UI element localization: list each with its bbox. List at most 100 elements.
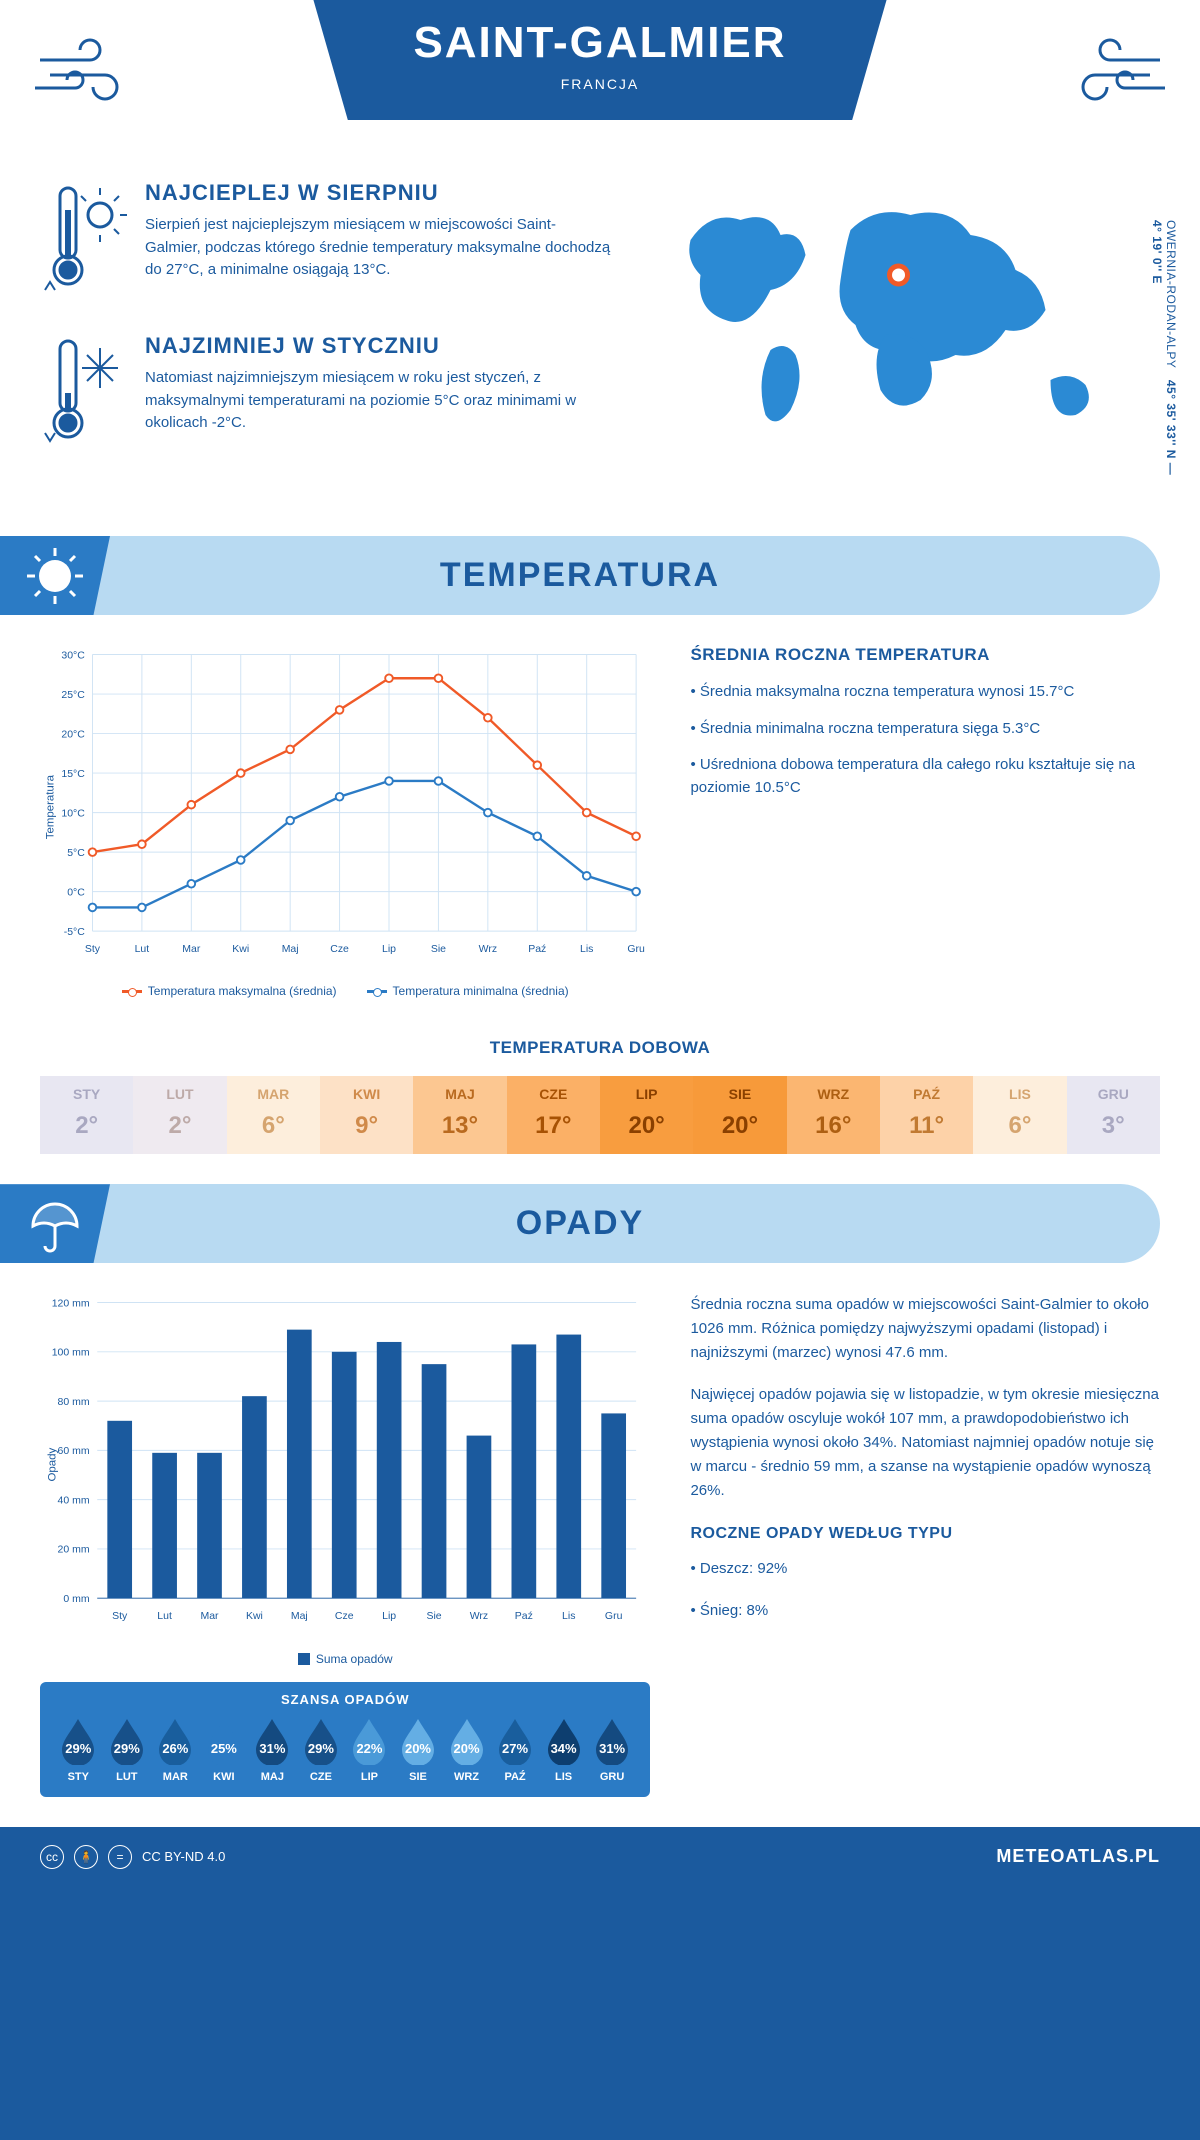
country-subtitle: FRANCJA <box>413 76 786 92</box>
svg-text:20 mm: 20 mm <box>58 1545 90 1556</box>
temp-cell: WRZ16° <box>787 1076 880 1154</box>
svg-text:Lis: Lis <box>562 1611 575 1622</box>
thermometer-hot-icon <box>40 180 130 305</box>
svg-text:20°C: 20°C <box>61 729 85 740</box>
temperature-header: TEMPERATURA <box>0 536 1160 615</box>
temperature-section-title: TEMPERATURA <box>0 556 1160 595</box>
svg-text:Cze: Cze <box>335 1611 354 1622</box>
warmest-block: NAJCIEPLEJ W SIERPNIU Sierpień jest najc… <box>40 180 611 305</box>
svg-text:Lip: Lip <box>382 1611 396 1622</box>
precip-type-heading: ROCZNE OPADY WEDŁUG TYPU <box>690 1521 1160 1547</box>
svg-text:Sty: Sty <box>85 944 101 955</box>
coldest-body: Natomiast najzimniejszym miesiącem w rok… <box>145 367 611 435</box>
temp-cell: STY2° <box>40 1076 133 1154</box>
svg-text:Sie: Sie <box>426 1611 441 1622</box>
svg-text:25°C: 25°C <box>61 690 85 701</box>
svg-text:30°C: 30°C <box>61 650 85 661</box>
chance-drop: 26% MAR <box>151 1717 200 1783</box>
svg-text:60 mm: 60 mm <box>58 1446 90 1457</box>
chance-drop: 34% LIS <box>539 1717 588 1783</box>
temp-cell: MAR6° <box>227 1076 320 1154</box>
temp-cell: KWI9° <box>320 1076 413 1154</box>
svg-text:Kwi: Kwi <box>232 944 249 955</box>
svg-text:Sty: Sty <box>112 1611 128 1622</box>
svg-text:Paź: Paź <box>515 1611 533 1622</box>
chance-drop: 31% MAJ <box>248 1717 297 1783</box>
precip-para: Średnia roczna suma opadów w miejscowośc… <box>690 1293 1160 1365</box>
precip-summary: Średnia roczna suma opadów w miejscowośc… <box>690 1293 1160 1796</box>
umbrella-icon <box>0 1184 110 1263</box>
precip-para: Najwięcej opadów pojawia się w listopadz… <box>690 1383 1160 1503</box>
warmest-title: NAJCIEPLEJ W SIERPNIU <box>145 180 611 206</box>
svg-text:Kwi: Kwi <box>246 1611 263 1622</box>
svg-text:Sie: Sie <box>431 944 446 955</box>
precip-type-rain: • Deszcz: 92% <box>690 1557 1160 1581</box>
temp-cell: LIP20° <box>600 1076 693 1154</box>
cc-icon: cc <box>40 1845 64 1869</box>
temp-cell: PAŹ11° <box>880 1076 973 1154</box>
chance-drop: 20% SIE <box>394 1717 443 1783</box>
svg-text:-5°C: -5°C <box>64 927 86 938</box>
precipitation-header: OPADY <box>0 1184 1160 1263</box>
license-block: cc 🧍 = CC BY-ND 4.0 <box>40 1845 225 1869</box>
title-banner: SAINT-GALMIER FRANCJA <box>313 0 886 120</box>
svg-text:Cze: Cze <box>330 944 349 955</box>
coldest-block: NAJZIMNIEJ W STYCZNIU Natomiast najzimni… <box>40 333 611 458</box>
temp-cell: LUT2° <box>133 1076 226 1154</box>
daily-temperature-strip: TEMPERATURA DOBOWA STY2°LUT2°MAR6°KWI9°M… <box>40 1038 1160 1154</box>
world-map-block: OWERNIA-RODAN-ALPY 45° 35' 33'' N — 4° 1… <box>641 180 1160 486</box>
chance-drop: 29% LUT <box>103 1717 152 1783</box>
temp-cell: CZE17° <box>507 1076 600 1154</box>
site-name: METEOATLAS.PL <box>996 1846 1160 1867</box>
svg-text:Lis: Lis <box>580 944 593 955</box>
svg-text:Lut: Lut <box>135 944 150 955</box>
temperature-line-chart: -5°C 0°C 5°C 10°C 15°C 20°C 25°C 30°C Sty Lut Mar K… <box>40 645 650 998</box>
temp-bullet: • Uśredniona dobowa temperatura dla całe… <box>690 754 1160 799</box>
svg-text:Gru: Gru <box>605 1611 623 1622</box>
intro-section: NAJCIEPLEJ W SIERPNIU Sierpień jest najc… <box>0 160 1200 516</box>
svg-text:10°C: 10°C <box>61 808 85 819</box>
temp-bullet: • Średnia maksymalna roczna temperatura … <box>690 681 1160 704</box>
wind-icon <box>30 30 140 115</box>
svg-text:Mar: Mar <box>200 1611 219 1622</box>
svg-text:100 mm: 100 mm <box>52 1348 90 1359</box>
sun-icon <box>0 536 110 615</box>
precip-chance-box: SZANSA OPADÓW 29% STY 29% LUT 26% MAR 25… <box>40 1682 650 1797</box>
chance-drop: 22% LIP <box>345 1717 394 1783</box>
svg-text:Temperatura: Temperatura <box>44 774 56 839</box>
temp-cell: MAJ13° <box>413 1076 506 1154</box>
coordinates: OWERNIA-RODAN-ALPY 45° 35' 33'' N — 4° 1… <box>1150 220 1178 486</box>
footer: cc 🧍 = CC BY-ND 4.0 METEOATLAS.PL <box>0 1827 1200 1887</box>
svg-text:0°C: 0°C <box>67 887 85 898</box>
precip-legend: Suma opadów <box>40 1652 650 1666</box>
coldest-title: NAJZIMNIEJ W STYCZNIU <box>145 333 611 359</box>
world-map-icon <box>641 180 1160 460</box>
temp-bullet: • Średnia minimalna roczna temperatura s… <box>690 718 1160 741</box>
svg-text:Gru: Gru <box>627 944 645 955</box>
header: SAINT-GALMIER FRANCJA <box>0 0 1200 160</box>
temp-summary-heading: ŚREDNIA ROCZNA TEMPERATURA <box>690 645 1160 665</box>
svg-text:Opady: Opady <box>46 1448 58 1482</box>
chance-drop: 25% KWI <box>200 1717 249 1783</box>
temp-cell: GRU3° <box>1067 1076 1160 1154</box>
thermometer-cold-icon <box>40 333 130 458</box>
warmest-body: Sierpień jest najcieplejszym miesiącem w… <box>145 214 611 282</box>
temp-cell: SIE20° <box>693 1076 786 1154</box>
precip-section-title: OPADY <box>0 1204 1160 1243</box>
city-title: SAINT-GALMIER <box>413 18 786 68</box>
svg-text:Mar: Mar <box>182 944 201 955</box>
svg-text:5°C: 5°C <box>67 848 85 859</box>
svg-text:Wrz: Wrz <box>479 944 497 955</box>
svg-text:Maj: Maj <box>291 1611 308 1622</box>
svg-text:Paź: Paź <box>528 944 546 955</box>
precip-type-snow: • Śnieg: 8% <box>690 1599 1160 1623</box>
svg-text:Lut: Lut <box>157 1611 172 1622</box>
chance-drop: 31% GRU <box>588 1717 637 1783</box>
svg-text:0 mm: 0 mm <box>63 1594 89 1605</box>
wind-icon <box>1060 30 1170 115</box>
chance-drop: 20% WRZ <box>442 1717 491 1783</box>
chance-drop: 29% CZE <box>297 1717 346 1783</box>
svg-text:15°C: 15°C <box>61 769 85 780</box>
svg-text:40 mm: 40 mm <box>58 1496 90 1507</box>
temperature-legend: Temperatura maksymalna (średnia) Tempera… <box>40 984 650 998</box>
